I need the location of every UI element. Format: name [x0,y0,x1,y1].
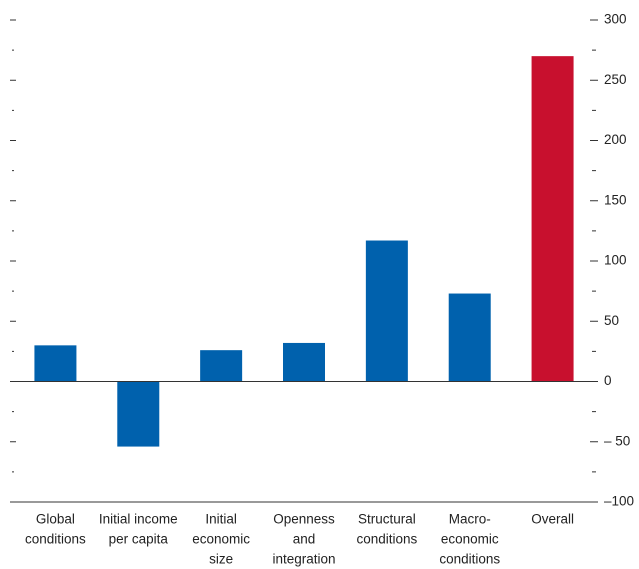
y-tick-label: 250 [604,72,627,87]
y-tick-label: 0 [604,373,612,388]
y-tick-label: –100 [604,494,634,509]
y-tick-label: 100 [604,253,627,268]
y-tick-label: 50 [604,313,619,328]
x-tick-label: Openness [273,512,335,527]
x-tick-label: conditions [356,532,417,547]
bar [117,381,160,447]
x-tick-label: Global [36,512,75,527]
y-tick-label: 150 [604,192,627,207]
x-tick-label: Initial income [99,512,178,527]
x-tick-label: conditions [25,532,86,547]
bar [34,345,77,382]
y-tick-label: 300 [604,12,627,27]
x-tick-label: Overall [531,512,574,527]
x-tick-label: size [209,552,233,567]
bar [365,240,408,382]
x-tick-label: per capita [109,532,169,547]
x-tick-label: conditions [439,552,500,567]
x-tick-label: Structural [358,512,416,527]
y-tick-label: 200 [604,132,627,147]
bar [448,293,491,382]
x-tick-label: economic [192,532,250,547]
bar [283,342,325,382]
x-tick-label: Initial [205,512,237,527]
x-tick-label: economic [441,532,499,547]
y-tick-label: – 50 [604,433,630,448]
x-tick-label: Macro- [449,512,491,527]
x-tick-label: integration [272,552,335,567]
bar [531,56,574,382]
x-tick-label: and [293,532,316,547]
bar [200,350,243,382]
